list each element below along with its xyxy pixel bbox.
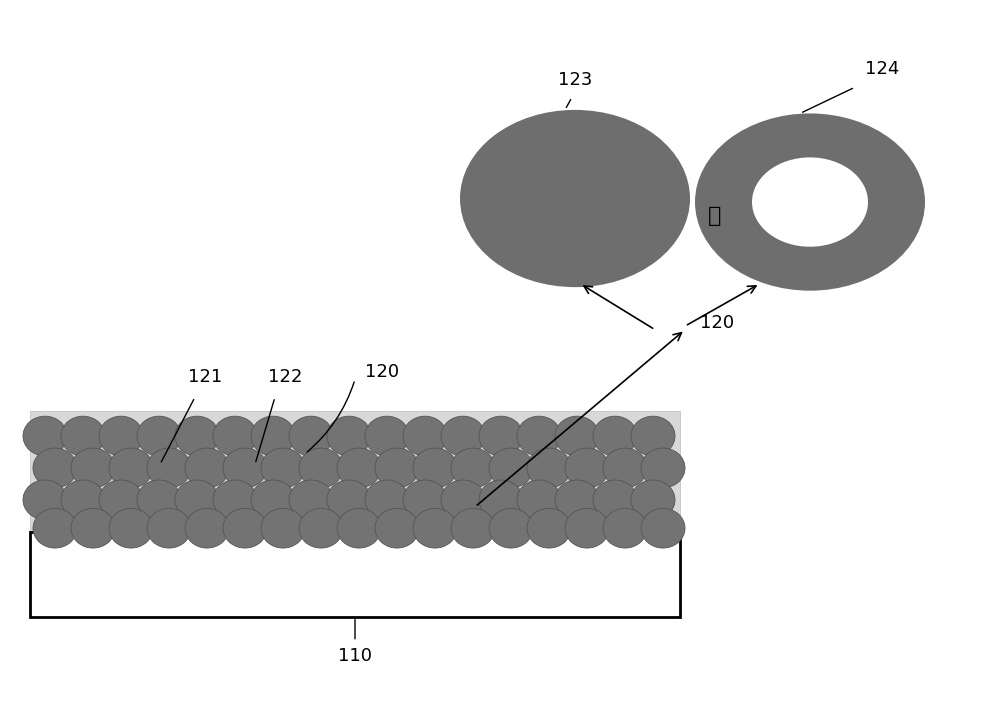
Ellipse shape	[441, 480, 485, 520]
Ellipse shape	[555, 480, 599, 520]
Ellipse shape	[603, 448, 647, 488]
Text: 120: 120	[700, 313, 734, 332]
Text: 110: 110	[338, 647, 372, 665]
Ellipse shape	[71, 448, 115, 488]
Ellipse shape	[109, 508, 153, 548]
Ellipse shape	[403, 480, 447, 520]
Ellipse shape	[527, 508, 571, 548]
Ellipse shape	[375, 448, 419, 488]
Ellipse shape	[517, 416, 561, 456]
Ellipse shape	[23, 416, 67, 456]
Ellipse shape	[479, 416, 523, 456]
Text: 124: 124	[865, 60, 899, 78]
Ellipse shape	[213, 480, 257, 520]
Ellipse shape	[109, 448, 153, 488]
Ellipse shape	[375, 508, 419, 548]
Ellipse shape	[23, 480, 67, 520]
Ellipse shape	[137, 480, 181, 520]
Ellipse shape	[327, 416, 371, 456]
Ellipse shape	[137, 416, 181, 456]
Ellipse shape	[337, 448, 381, 488]
Ellipse shape	[251, 480, 295, 520]
Ellipse shape	[489, 448, 533, 488]
Ellipse shape	[479, 480, 523, 520]
Ellipse shape	[365, 416, 409, 456]
Ellipse shape	[631, 416, 675, 456]
Ellipse shape	[527, 448, 571, 488]
Ellipse shape	[413, 448, 457, 488]
Ellipse shape	[631, 480, 675, 520]
Ellipse shape	[289, 480, 333, 520]
Ellipse shape	[451, 508, 495, 548]
Ellipse shape	[593, 480, 637, 520]
Ellipse shape	[299, 508, 343, 548]
Ellipse shape	[451, 448, 495, 488]
Ellipse shape	[61, 480, 105, 520]
Ellipse shape	[555, 416, 599, 456]
Ellipse shape	[299, 448, 343, 488]
Ellipse shape	[99, 416, 143, 456]
Ellipse shape	[261, 508, 305, 548]
Ellipse shape	[289, 416, 333, 456]
Text: 122: 122	[268, 369, 302, 386]
Ellipse shape	[413, 508, 457, 548]
Ellipse shape	[61, 416, 105, 456]
Ellipse shape	[593, 416, 637, 456]
Ellipse shape	[441, 416, 485, 456]
Ellipse shape	[641, 448, 685, 488]
Text: 121: 121	[188, 369, 222, 386]
Ellipse shape	[327, 480, 371, 520]
Ellipse shape	[185, 508, 229, 548]
Ellipse shape	[460, 110, 690, 287]
Ellipse shape	[752, 157, 868, 247]
Ellipse shape	[175, 480, 219, 520]
Ellipse shape	[99, 480, 143, 520]
Ellipse shape	[33, 448, 77, 488]
Text: 或: 或	[708, 206, 722, 226]
Ellipse shape	[403, 416, 447, 456]
Ellipse shape	[147, 508, 191, 548]
Ellipse shape	[223, 508, 267, 548]
Ellipse shape	[147, 448, 191, 488]
Text: 123: 123	[558, 71, 592, 89]
Ellipse shape	[251, 416, 295, 456]
Bar	[30, 411, 680, 532]
Ellipse shape	[223, 448, 267, 488]
Ellipse shape	[185, 448, 229, 488]
Ellipse shape	[517, 480, 561, 520]
Text: 120: 120	[365, 363, 399, 381]
Bar	[30, 532, 680, 617]
Ellipse shape	[175, 416, 219, 456]
Ellipse shape	[565, 448, 609, 488]
Ellipse shape	[33, 508, 77, 548]
Ellipse shape	[489, 508, 533, 548]
Ellipse shape	[603, 508, 647, 548]
Ellipse shape	[71, 508, 115, 548]
Ellipse shape	[213, 416, 257, 456]
Ellipse shape	[641, 508, 685, 548]
Ellipse shape	[695, 113, 925, 291]
Ellipse shape	[565, 508, 609, 548]
Ellipse shape	[365, 480, 409, 520]
Ellipse shape	[261, 448, 305, 488]
Ellipse shape	[337, 508, 381, 548]
